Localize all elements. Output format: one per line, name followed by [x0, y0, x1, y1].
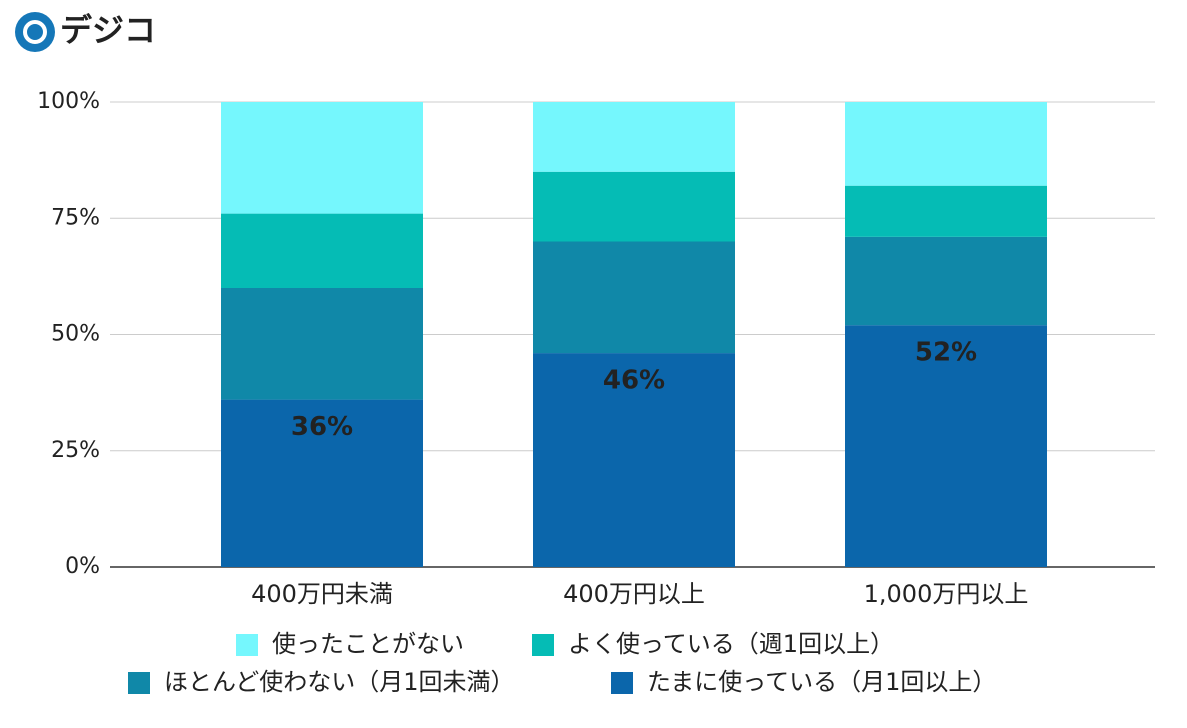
bar-segment [845, 185, 1047, 237]
y-tick-label: 100% [37, 89, 100, 114]
bar-segment [533, 102, 735, 172]
legend-label: ほとんど使わない（月1回未満） [164, 668, 515, 696]
logo-icon-inner [23, 20, 47, 44]
legend-swatch [611, 672, 633, 694]
bar-segment [221, 399, 423, 567]
x-tick-label: 400万円以上 [563, 580, 705, 608]
bar-segment [845, 102, 1047, 186]
data-label: 46% [603, 366, 665, 396]
bar-segment [533, 241, 735, 354]
data-label: 52% [915, 338, 977, 368]
bar-segment [845, 325, 1047, 567]
x-tick-label: 400万円未満 [251, 580, 393, 608]
legend-swatch [532, 634, 554, 656]
legend-label: 使ったことがない [272, 630, 464, 658]
x-tick-label: 1,000万円以上 [864, 580, 1029, 608]
y-tick-label: 0% [65, 554, 100, 579]
y-tick-label: 75% [51, 205, 100, 230]
y-tick-label: 50% [51, 322, 100, 347]
bar-segment [533, 353, 735, 567]
bar-segment [221, 102, 423, 214]
legend-swatch [236, 634, 258, 656]
data-label: 36% [291, 412, 353, 442]
bar-segment [221, 288, 423, 400]
y-tick-label: 25% [51, 438, 100, 463]
bar-segment [533, 171, 735, 242]
bar-segment [221, 213, 423, 288]
legend-label: たまに使っている（月1回以上） [647, 668, 996, 696]
logo-icon [15, 12, 55, 52]
legend-label: よく使っている（週1回以上） [568, 630, 894, 658]
brand: デジコ [60, 11, 156, 49]
legend-swatch [128, 672, 150, 694]
bar-segment [845, 236, 1047, 326]
logo: デジコ [15, 11, 156, 52]
